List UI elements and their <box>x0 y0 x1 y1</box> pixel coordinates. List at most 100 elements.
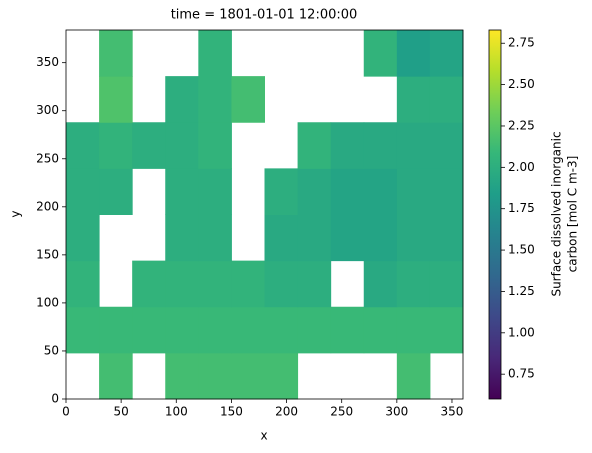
heatmap-cell <box>231 306 265 354</box>
heatmap-cell <box>132 260 166 308</box>
heatmap-cell <box>264 352 299 400</box>
heatmap-cell <box>198 352 232 400</box>
heatmap-cell <box>198 260 232 308</box>
x-tick-label: 100 <box>165 405 188 419</box>
heatmap-cell <box>297 168 332 215</box>
heatmap-cell <box>132 122 166 169</box>
colorbar-tick-label: 1.75 <box>508 201 535 215</box>
colorbar-tick-label: 1.25 <box>508 284 535 298</box>
plot-frame <box>65 29 464 400</box>
heatmap-cell <box>330 306 365 354</box>
heatmap-cell <box>363 214 398 262</box>
y-tick-label: 100 <box>36 295 59 309</box>
x-tick-label: 0 <box>62 405 70 419</box>
colorbar-tick-label: 2.50 <box>508 77 535 91</box>
heatmap-cell <box>132 306 166 354</box>
heatmap-cell <box>198 214 232 262</box>
heatmap-cell <box>396 214 431 262</box>
heatmap-cell <box>264 306 299 354</box>
heatmap-cell <box>396 168 431 215</box>
chart-title: time = 1801-01-01 12:00:00 <box>171 8 358 23</box>
y-tick-label: 150 <box>36 247 59 261</box>
colorbar-tick-label: 0.75 <box>508 367 535 381</box>
heatmap-cell <box>396 30 431 77</box>
heatmap-cell <box>429 168 464 215</box>
heatmap-cell <box>429 122 464 169</box>
heatmap-cell <box>231 76 265 123</box>
heatmap-cell <box>198 168 232 215</box>
y-tick-label: 250 <box>36 151 59 165</box>
heatmap-cell <box>66 168 100 215</box>
heatmap-cell <box>297 214 332 262</box>
heatmap-cell <box>264 168 299 215</box>
heatmap-cell <box>66 122 100 169</box>
x-tick-label: 150 <box>220 405 243 419</box>
heatmap-cell <box>297 260 332 308</box>
x-axis-label: x <box>260 429 267 443</box>
x-tick-label: 200 <box>275 405 298 419</box>
heatmap-cell <box>396 352 431 400</box>
heatmap-cell <box>165 260 199 308</box>
heatmap-cell <box>165 306 199 354</box>
heatmap-cell <box>99 30 133 77</box>
heatmap-cell <box>165 168 199 215</box>
heatmap-cell <box>396 122 431 169</box>
heatmap-cell <box>396 260 431 308</box>
heatmap-cell <box>363 260 398 308</box>
heatmap-cell <box>363 122 398 169</box>
colorbar-tick-label: 2.00 <box>508 160 535 174</box>
heatmap-cell <box>66 306 100 354</box>
x-tick-label: 300 <box>385 405 408 419</box>
heatmap-cell <box>297 122 332 169</box>
heatmap-cell <box>363 168 398 215</box>
x-tick-label: 350 <box>441 405 464 419</box>
heatmap-cell <box>99 306 133 354</box>
heatmap-cell <box>99 168 133 215</box>
colorbar-label: Surface dissolved inorganic <box>550 131 564 296</box>
heatmap-cell <box>165 214 199 262</box>
heatmap-cell <box>330 168 365 215</box>
heatmap-cell <box>429 76 464 123</box>
heatmap-cell <box>396 76 431 123</box>
heatmap-cell <box>297 306 332 354</box>
heatmap-cell <box>99 76 133 123</box>
y-axis-label: y <box>9 210 23 217</box>
heatmap-cell <box>231 352 265 400</box>
heatmap-cell <box>198 76 232 123</box>
heatmap-cell <box>66 214 100 262</box>
colorbar-tick-label: 2.75 <box>508 36 535 50</box>
colorbar-tick-label: 1.50 <box>508 243 535 257</box>
x-tick-label: 50 <box>113 405 128 419</box>
heatmap-cell <box>165 76 199 123</box>
heatmap-cell <box>198 122 232 169</box>
heatmap-cell <box>330 214 365 262</box>
x-tick-label: 250 <box>330 405 353 419</box>
heatmap-cell <box>66 260 100 308</box>
heatmap-cell <box>363 30 398 77</box>
y-tick-label: 300 <box>36 103 59 117</box>
colorbar-tick-label: 1.00 <box>508 325 535 339</box>
heatmap-cell <box>198 30 232 77</box>
colorbar-tick-label: 2.25 <box>508 118 535 132</box>
heatmap-cell <box>264 260 299 308</box>
heatmap-cell <box>99 122 133 169</box>
heatmap-cell <box>363 306 398 354</box>
y-tick-label: 0 <box>51 392 59 406</box>
heatmap-cell <box>165 352 199 400</box>
y-tick-label: 200 <box>36 199 59 213</box>
heatmap-cell <box>231 260 265 308</box>
heatmap-cell <box>396 306 431 354</box>
heatmap-cell <box>429 214 464 262</box>
heatmap-cell <box>429 30 464 77</box>
heatmap-cell <box>165 122 199 169</box>
y-tick-label: 350 <box>36 55 59 69</box>
heatmap-cell <box>264 214 299 262</box>
colorbar-label: carbon [mol C m-3] <box>566 156 580 273</box>
heatmap-cell <box>330 122 365 169</box>
heatmap-cell <box>429 260 464 308</box>
heatmap-cell <box>198 306 232 354</box>
colorbar <box>488 29 502 400</box>
heatmap-cell <box>99 352 133 400</box>
heatmap-cell <box>429 306 464 354</box>
